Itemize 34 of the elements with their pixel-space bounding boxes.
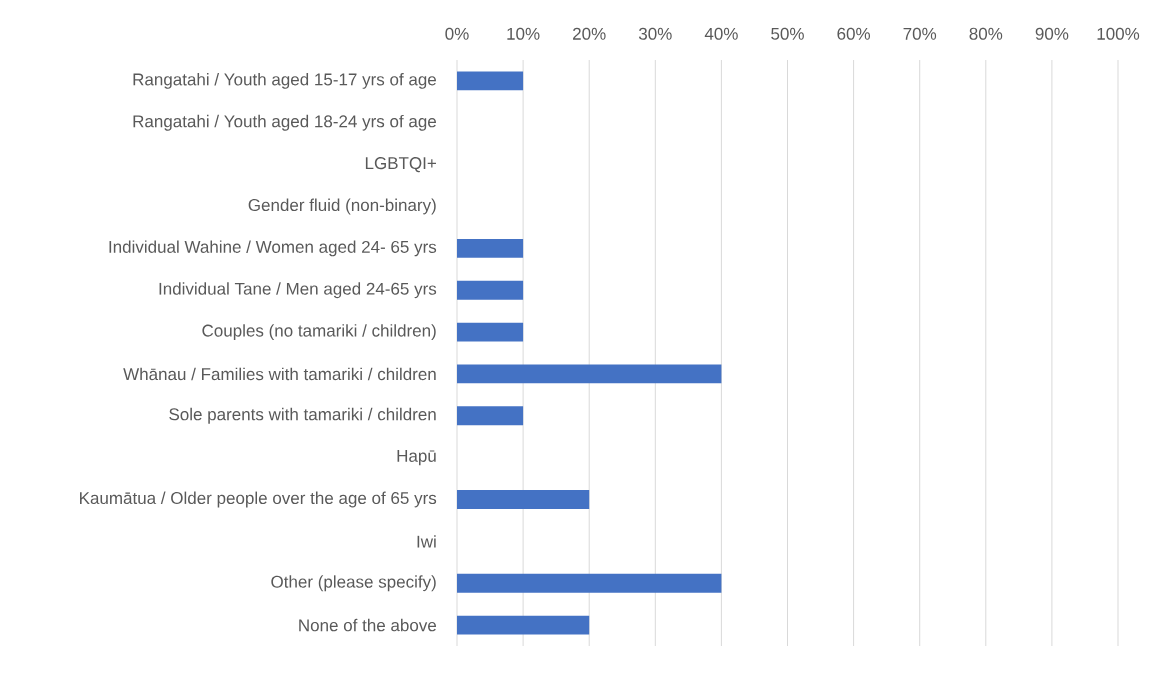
bar: [457, 71, 524, 91]
bar: [457, 573, 722, 593]
x-tick-label: 50%: [771, 27, 804, 40]
y-tick-label: Whānau / Families with tamariki / children: [123, 367, 436, 381]
y-tick-label: None of the above: [299, 618, 437, 632]
x-tick-label: 20%: [573, 27, 606, 40]
y-tick-label: Iwi: [417, 535, 436, 548]
y-tick-label: Couples (no tamariki / children): [202, 324, 436, 340]
x-tick-label: 60%: [837, 27, 871, 40]
y-tick-label: Individual Tane / Men aged 24-65 yrs: [159, 282, 437, 299]
y-tick-label: Individual Wahine / Women aged 24- 65 yrs: [109, 240, 437, 257]
y-tick-label: Gender fluid (non-binary): [248, 198, 436, 215]
x-tick-label: 90%: [1035, 27, 1069, 40]
x-tick-label: 0%: [445, 27, 469, 40]
y-tick-label: Rangatahi / Youth aged 15-17 yrs of age: [133, 73, 436, 89]
x-tick-label: 30%: [638, 27, 672, 40]
bar: [457, 364, 722, 384]
bar: [457, 322, 524, 342]
x-tick-label: 70%: [903, 27, 937, 40]
y-tick-label: Other (please specify): [271, 575, 436, 592]
bar: [457, 615, 590, 635]
x-tick-label: 10%: [507, 27, 540, 40]
bar: [457, 406, 524, 426]
bar: [457, 238, 524, 258]
x-tick-label: 40%: [704, 27, 738, 40]
bar: [457, 280, 524, 300]
y-tick-label: Kaumātua / Older people over the age of 65 yrs: [80, 491, 437, 508]
y-tick-label: Hapū: [397, 450, 436, 466]
x-tick-label: 80%: [969, 27, 1003, 40]
x-tick-label: 100%: [1097, 27, 1140, 40]
y-tick-label: LGBTQI+: [365, 157, 436, 173]
y-tick-label: Rangatahi / Youth aged 18-24 yrs of age: [133, 114, 436, 131]
bar: [457, 490, 590, 509]
y-tick-label: Sole parents with tamariki / children: [169, 407, 436, 424]
